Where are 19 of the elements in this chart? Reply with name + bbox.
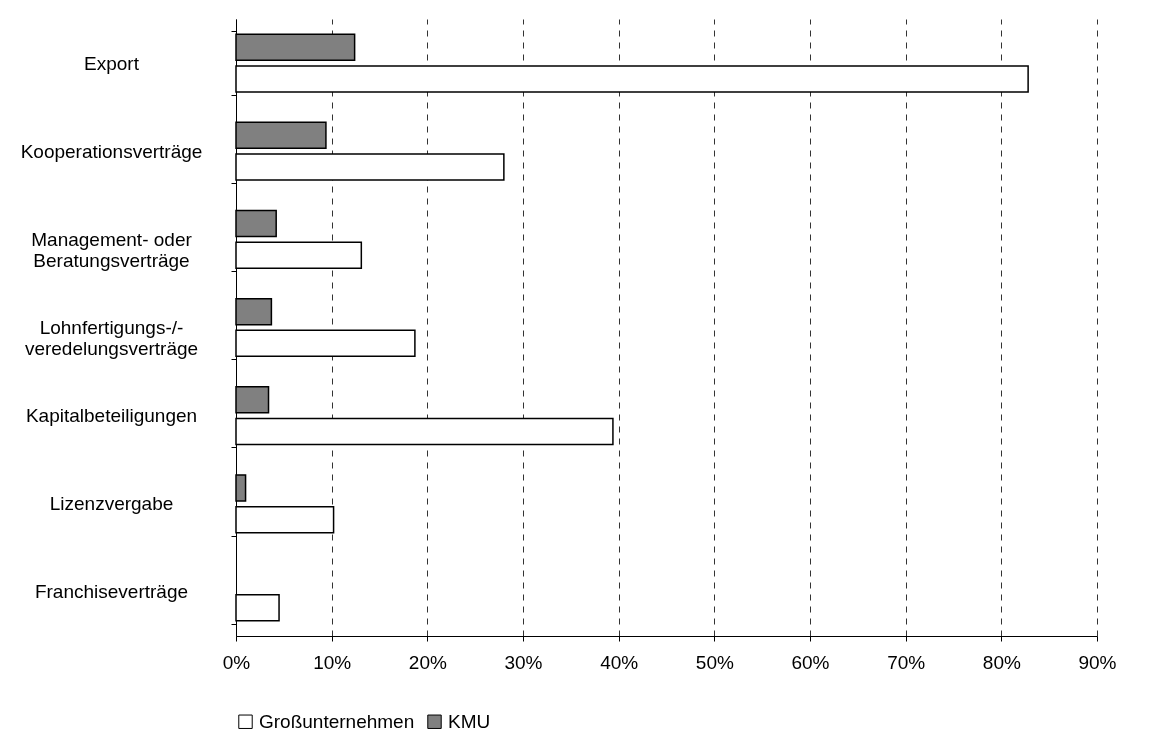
y-tick-label: Franchiseverträge bbox=[34, 581, 189, 603]
legend-label: KMU bbox=[448, 710, 491, 732]
x-tick-label: 50% bbox=[695, 651, 734, 673]
x-tick-label: 40% bbox=[600, 651, 639, 673]
y-tick-label: Kapitalbeteiligungen bbox=[25, 405, 198, 427]
x-tick-label: 80% bbox=[982, 651, 1021, 673]
y-tick-label: Kooperationsverträge bbox=[20, 140, 203, 162]
y-tick-label: Management- oder Beratungsverträge bbox=[31, 228, 193, 271]
x-tick-label: 90% bbox=[1078, 651, 1117, 673]
legend-label: Großunternehmen bbox=[259, 710, 415, 732]
x-tick-label: 30% bbox=[504, 651, 543, 673]
y-tick-label: Export bbox=[84, 52, 140, 74]
x-tick-label: 20% bbox=[408, 651, 447, 673]
y-tick-label: Lizenzvergabe bbox=[49, 493, 174, 515]
x-tick-label: 10% bbox=[313, 651, 352, 673]
x-tick-label: 70% bbox=[887, 651, 926, 673]
y-tick-label: Lohnfertigungs-/- veredelungsverträge bbox=[24, 317, 199, 359]
x-tick-label: 0% bbox=[222, 651, 251, 673]
x-tick-label: 60% bbox=[791, 651, 830, 673]
